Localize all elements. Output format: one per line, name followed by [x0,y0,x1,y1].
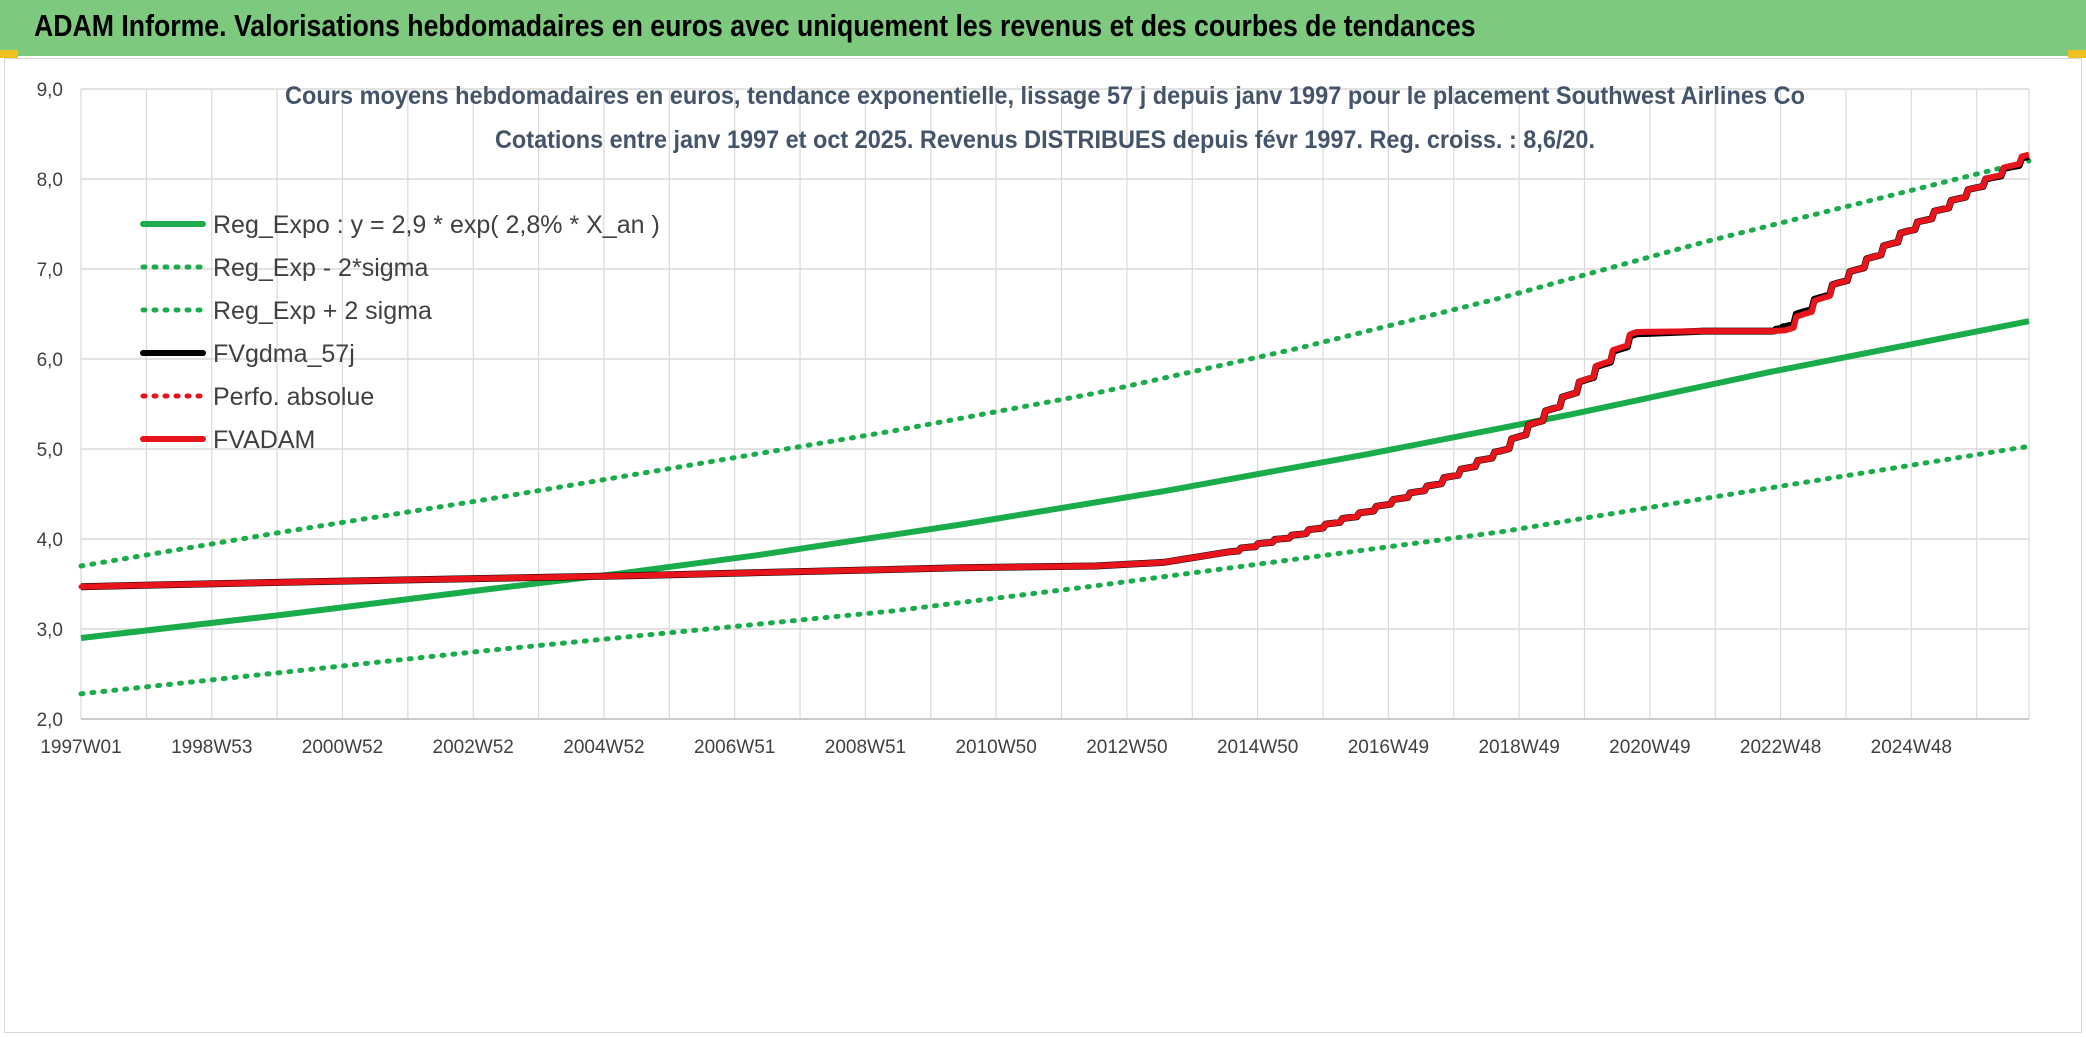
legend-label-4: Perfo. absolue [213,383,374,411]
x-tick-label: 2002W52 [433,737,514,758]
chart-title: Cours moyens hebdomadaires en euros, ten… [285,82,1805,110]
line-chart: 2,0 3,0 4,0 5,0 6,0 7,0 8,0 9,0 1997W01 1998W53 20… [37,80,2032,758]
legend-label-2: Reg_Exp + 2 sigma [213,297,432,325]
corner-accent-left [0,50,18,58]
y-tick-label: 4,0 [37,530,63,551]
x-tick-label: 1998W53 [171,737,252,758]
legend-label-3: FVgdma_57j [213,340,355,368]
chart-subtitle: Cotations entre janv 1997 et oct 2025. R… [495,126,1595,154]
y-tick-label: 5,0 [37,440,63,461]
x-tick-label: 2020W49 [1609,737,1690,758]
legend-label-5: FVADAM [213,426,315,454]
y-tick-label: 8,0 [37,170,63,191]
series-line-4 [78,152,2032,590]
x-tick-label: 2016W49 [1348,737,1429,758]
x-tick-label: 2014W50 [1217,737,1298,758]
x-tick-label: 2008W51 [825,737,906,758]
corner-accent-right [2068,50,2086,58]
header-bar: ADAM Informe. Valorisations hebdomadaire… [0,0,2086,56]
x-tick-label: 2004W52 [563,737,644,758]
series-line-2 [78,158,2032,569]
x-tick-label: 2022W48 [1740,737,1821,758]
x-tick-label: 1997W01 [40,737,121,758]
x-tick-label: 2010W50 [955,737,1036,758]
y-tick-label: 6,0 [37,350,63,371]
x-tick-label: 2012W50 [1086,737,1167,758]
series-line-1 [78,443,2032,697]
chart-panel: 2,0 3,0 4,0 5,0 6,0 7,0 8,0 9,0 1997W01 1998W53 20… [4,58,2082,1033]
y-tick-label: 7,0 [37,260,63,281]
series-layer [78,151,2032,697]
legend-label-0: Reg_Expo : y = 2,9 * exp( 2,8% * X_an ) [213,211,660,239]
x-tick-label: 2006W51 [694,737,775,758]
y-tick-label: 9,0 [37,80,63,101]
x-tick-label: 2000W52 [302,737,383,758]
report-title: ADAM Informe. Valorisations hebdomadaire… [34,8,1476,43]
legend-label-1: Reg_Exp - 2*sigma [213,254,428,282]
tick-layer: 2,0 3,0 4,0 5,0 6,0 7,0 8,0 9,0 1997W01 1998W53 20… [37,80,1952,758]
x-tick-label: 2024W48 [1871,737,1952,758]
grid-layer [80,88,2030,720]
y-tick-label: 2,0 [37,710,63,731]
chart-legend: Reg_Expo : y = 2,9 * exp( 2,8% * X_an ) R… [140,211,660,454]
y-tick-label: 3,0 [37,620,63,641]
series-line-0 [80,318,2030,641]
x-tick-label: 2018W49 [1478,737,1559,758]
